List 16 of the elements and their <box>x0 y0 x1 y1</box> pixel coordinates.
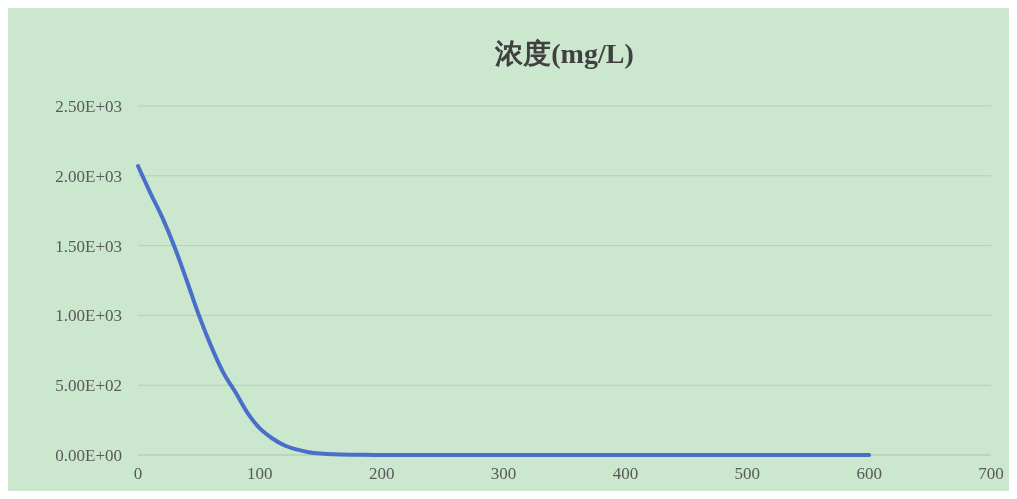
x-tick-label: 0 <box>133 464 143 483</box>
line-series <box>136 164 872 457</box>
x-tick-label: 300 <box>490 464 517 483</box>
y-tick-label: 5.00E+02 <box>55 376 122 396</box>
x-tick-label: 400 <box>612 464 639 483</box>
x-tick-label: 700 <box>978 464 1004 483</box>
x-tick-label: 600 <box>856 464 882 483</box>
y-tick-label: 1.50E+03 <box>55 236 122 256</box>
y-tick-label: 0.00E+00 <box>55 445 122 465</box>
y-tick-label: 2.50E+03 <box>55 96 122 116</box>
x-tick-label: 200 <box>368 464 395 483</box>
y-tick-label: 1.00E+03 <box>55 306 122 326</box>
y-tick-label: 2.00E+03 <box>55 166 122 186</box>
x-tick-label: 100 <box>247 464 273 483</box>
chart-title: 浓度(mg/L) <box>494 38 634 69</box>
x-tick-label: 500 <box>734 464 761 483</box>
